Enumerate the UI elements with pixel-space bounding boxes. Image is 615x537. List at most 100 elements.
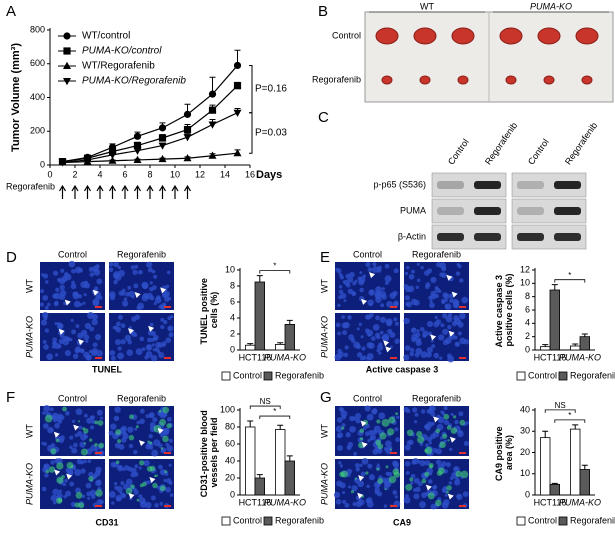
nucleus <box>59 284 66 291</box>
nucleus <box>50 494 58 502</box>
nucleus <box>358 499 365 506</box>
nucleus <box>424 460 431 466</box>
legend-label: Regorafenib <box>570 370 615 380</box>
nucleus <box>457 264 462 269</box>
panel-letter: D <box>6 249 17 266</box>
column-label: Control <box>58 393 87 403</box>
nucleus <box>360 471 366 477</box>
nucleus <box>127 466 133 472</box>
stain-signal <box>447 439 450 442</box>
nucleus <box>127 285 132 290</box>
nucleus <box>89 326 95 332</box>
annotation: * <box>568 411 571 420</box>
lane-label: Control <box>446 137 471 167</box>
nucleus <box>420 409 426 414</box>
nucleus <box>347 485 351 489</box>
stain-signal <box>443 413 450 420</box>
nucleus <box>385 440 392 448</box>
nucleus <box>431 344 436 349</box>
column-label: PUMA-KO <box>530 1 572 11</box>
nucleus <box>412 457 419 465</box>
stain-signal <box>97 420 104 426</box>
nucleus <box>168 438 173 443</box>
nucleus <box>380 303 385 308</box>
arrowhead <box>64 299 71 306</box>
nucleus <box>365 261 371 268</box>
nucleus <box>153 274 158 279</box>
nucleus <box>404 295 411 301</box>
row-label: PUMA-KO <box>319 316 329 358</box>
stain-label: CA9 <box>393 517 411 527</box>
x-tick-label: 6 <box>122 169 127 179</box>
lane-label: Regorafenib <box>483 121 519 167</box>
nucleus <box>83 334 90 341</box>
nucleus <box>114 485 119 490</box>
nucleus <box>124 334 132 342</box>
x-tick-label: 0 <box>47 169 52 179</box>
scale-bar <box>459 452 466 454</box>
arrowhead <box>447 493 454 500</box>
scale-bar <box>164 452 171 454</box>
stain-signal <box>75 491 83 499</box>
nucleus <box>393 300 399 306</box>
band <box>554 207 581 215</box>
nucleus <box>69 445 73 450</box>
nucleus <box>392 290 398 296</box>
nucleus <box>39 302 45 307</box>
stain-signal <box>152 482 158 489</box>
stain-signal <box>83 428 89 434</box>
y-tick-label: 4 <box>525 318 530 328</box>
column-label: WT <box>420 1 434 11</box>
legend-swatch <box>263 371 273 381</box>
nucleus <box>121 493 125 497</box>
nucleus <box>121 291 126 296</box>
nucleus <box>447 324 452 330</box>
significance-bracket <box>554 419 586 423</box>
nucleus <box>346 468 353 475</box>
nucleus <box>352 501 357 507</box>
nucleus <box>368 342 375 349</box>
nucleus <box>158 352 165 359</box>
nucleus <box>133 489 139 495</box>
nucleus <box>354 413 362 420</box>
stain-signal <box>94 442 98 447</box>
nucleus <box>97 295 103 300</box>
nucleus <box>167 325 174 332</box>
arrowhead <box>73 424 80 431</box>
nucleus <box>442 339 449 346</box>
nucleus <box>352 281 357 286</box>
nucleus <box>40 289 45 294</box>
dosing-arrow <box>133 184 142 199</box>
nucleus <box>139 408 145 414</box>
nucleus <box>108 491 116 498</box>
nucleus <box>151 343 155 347</box>
y-tick-label: 40 <box>225 455 235 465</box>
nucleus <box>361 346 366 351</box>
marker <box>63 78 71 86</box>
nucleus <box>369 312 374 318</box>
arrowhead <box>361 441 368 448</box>
nucleus <box>375 315 380 321</box>
nucleus <box>92 342 98 348</box>
row-label: Control <box>332 30 361 40</box>
stain-signal <box>115 460 120 464</box>
nucleus <box>396 415 400 419</box>
nucleus <box>126 349 134 356</box>
nucleus <box>420 266 424 270</box>
legend-swatch <box>558 371 568 381</box>
nucleus <box>64 478 68 483</box>
stain-signal <box>70 465 74 469</box>
stain-signal <box>453 415 457 419</box>
nucleus <box>368 474 376 481</box>
tumor <box>457 75 469 85</box>
legend-label: Control <box>528 515 557 525</box>
nucleus <box>416 262 420 266</box>
nucleus <box>454 419 459 425</box>
arrowhead <box>433 416 440 423</box>
error-bar <box>542 430 549 438</box>
nucleus <box>130 331 137 337</box>
row-label: PUMA-KO <box>24 316 34 358</box>
y-tick-label: 12 <box>520 264 530 274</box>
nucleus <box>394 495 398 499</box>
legend-label: WT/Regorafenib <box>82 61 155 72</box>
